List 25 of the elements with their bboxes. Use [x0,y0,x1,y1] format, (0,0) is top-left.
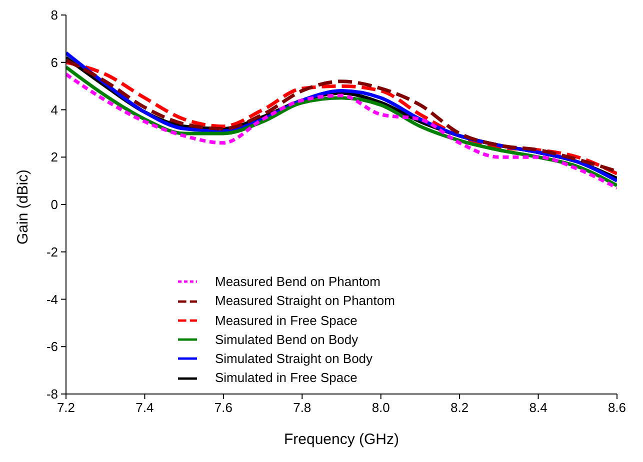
y-tick-label: -2 [46,244,58,260]
x-tick-label: 8.2 [450,400,469,416]
legend-label: Simulated in Free Space [215,370,358,386]
legend-label: Measured Bend on Phantom [215,274,380,289]
y-axis-title: Gain (dBic) [14,169,32,244]
x-axis-title: Frequency (GHz) [284,431,400,448]
x-tick-label: 7.2 [56,400,76,416]
y-tick-label: 4 [50,102,58,118]
x-tick-label: 7.4 [136,400,154,416]
y-tick-label: -8 [46,386,58,402]
y-tick-label: -6 [46,339,58,354]
y-tick-label: 2 [50,150,58,165]
x-tick-label: 8.4 [529,400,548,416]
x-tick-label: 7.8 [293,400,312,416]
x-tick-label: 8.0 [372,400,390,416]
y-tick-label: 6 [50,54,58,70]
legend-label: Simulated Straight on Body [215,351,373,366]
y-tick-label: -4 [46,292,58,307]
x-tick-label: 7.6 [214,400,232,416]
legend-label: Measured in Free Space [215,312,358,328]
legend-label: Measured Straight on Phantom [215,293,395,308]
legend-label: Simulated Bend on Body [215,332,358,347]
y-tick-label: 0 [50,197,58,212]
y-tick-label: 8 [50,8,58,23]
x-tick-label: 8.6 [608,400,626,416]
